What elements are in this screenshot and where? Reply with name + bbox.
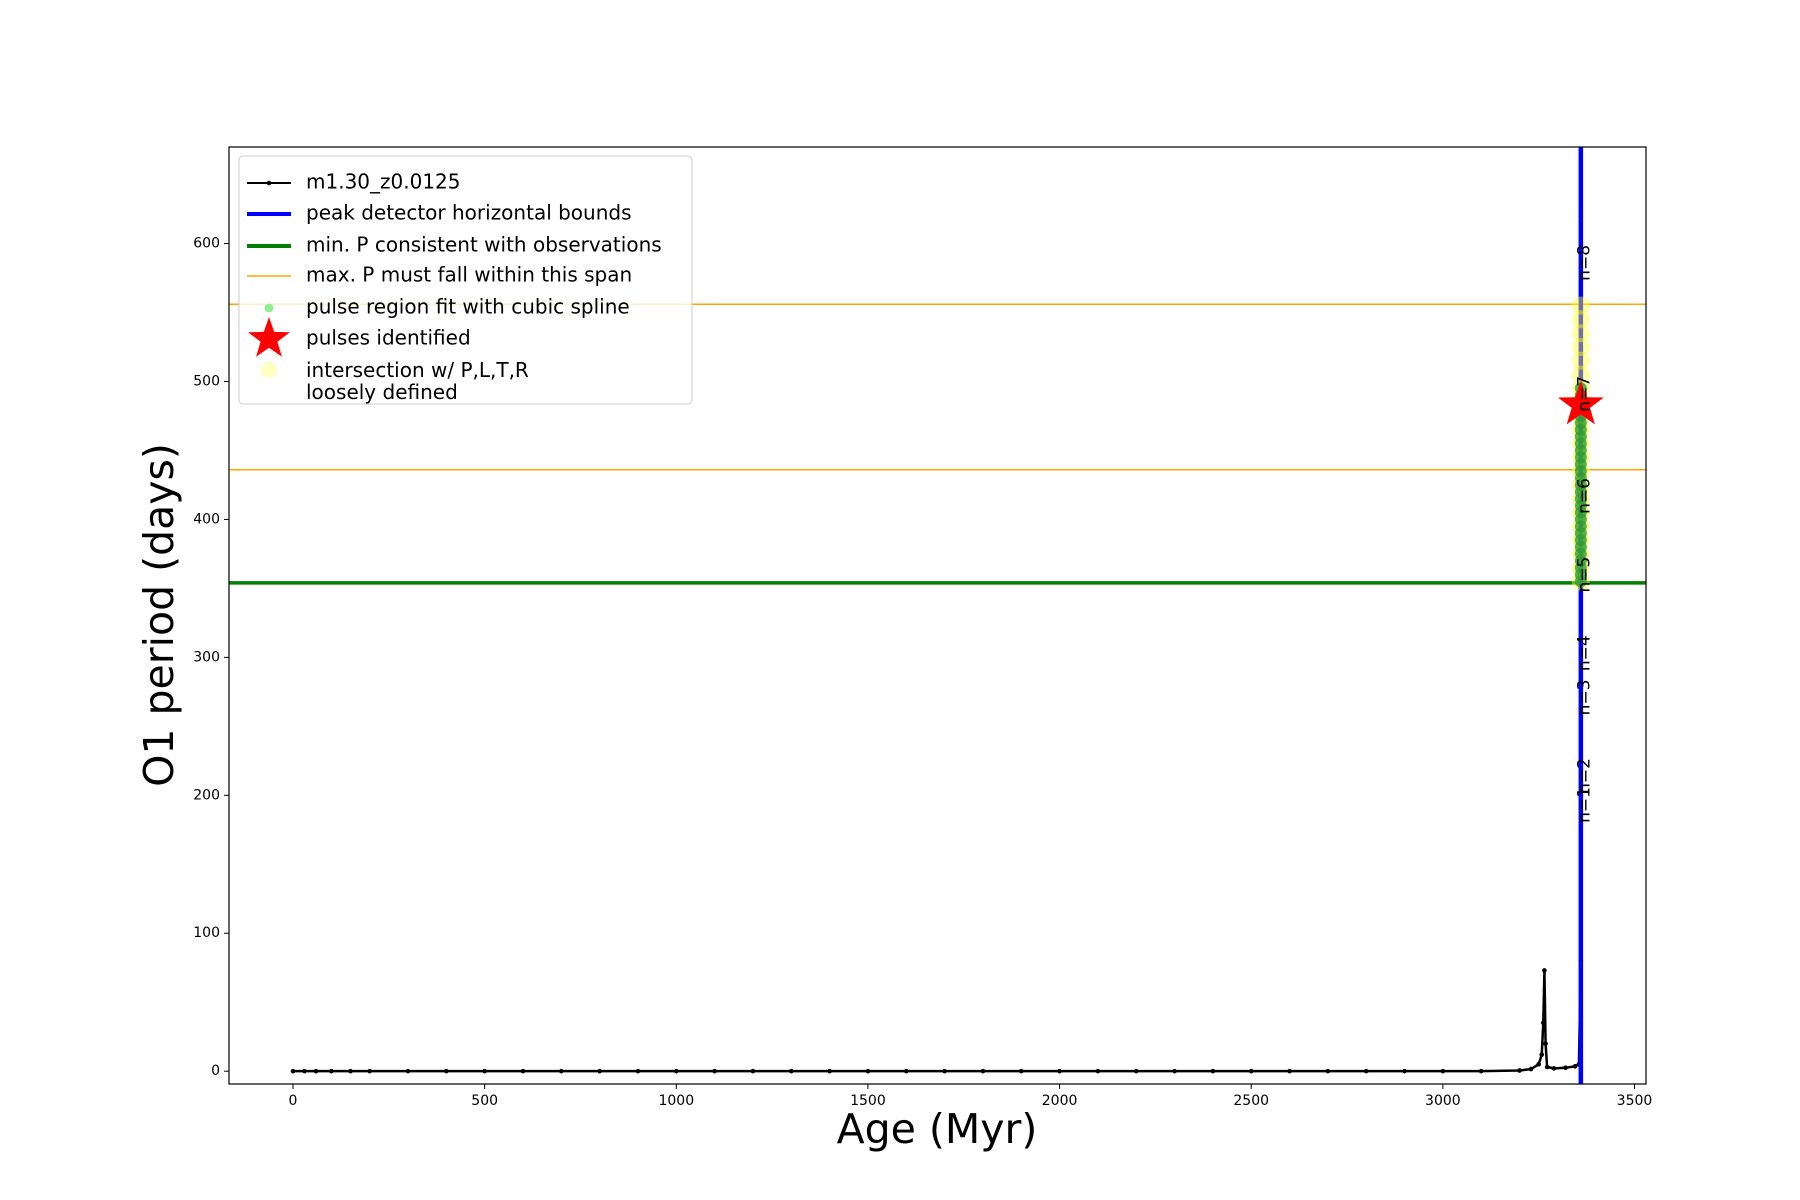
halo-point <box>1571 338 1590 357</box>
annotation: n=1 <box>1575 787 1595 823</box>
data-point <box>788 1068 794 1074</box>
data-point <box>1210 1068 1216 1074</box>
data-point <box>980 1068 986 1074</box>
x-tick-label: 2000 <box>1042 1093 1078 1109</box>
data-point <box>865 1068 871 1074</box>
plot-frame <box>228 146 1647 1085</box>
data-point <box>520 1068 526 1074</box>
data-point <box>1172 1068 1177 1074</box>
data-point <box>1057 1068 1062 1074</box>
legend-label: pulse region fit with cubic spline <box>306 295 630 319</box>
y-axis-label: O1 period (days) <box>135 443 183 787</box>
data-point <box>313 1068 319 1074</box>
data-point <box>903 1068 909 1074</box>
data-point <box>1133 1068 1139 1074</box>
data-point <box>673 1068 679 1074</box>
legend-handle <box>261 362 277 378</box>
annotation: n=8 <box>1575 245 1595 281</box>
halo-point <box>1571 296 1590 315</box>
annotation: n=5 <box>1575 557 1595 593</box>
plot-area <box>229 147 1646 1084</box>
star-marker <box>1558 380 1604 425</box>
data-point <box>1095 1068 1101 1074</box>
legend-label: m1.30_z0.0125 <box>306 170 461 194</box>
halo-point <box>1571 310 1590 329</box>
legend-box <box>238 155 693 405</box>
data-point <box>1572 1064 1578 1069</box>
data-point <box>1543 1041 1548 1046</box>
data-point <box>329 1068 334 1074</box>
x-tick-label: 0 <box>289 1093 298 1109</box>
legend-label: max. P must fall within this span <box>306 263 632 287</box>
data-point <box>348 1068 353 1074</box>
x-tick-label: 1500 <box>850 1093 886 1109</box>
data-point <box>1287 1068 1292 1074</box>
annotation: n=3 <box>1575 679 1595 715</box>
data-point <box>1440 1068 1446 1074</box>
annotation: n=6 <box>1575 478 1595 514</box>
data-point <box>635 1068 641 1074</box>
legend-label: intersection w/ P,L,T,R loosely defined <box>306 358 529 404</box>
data-point <box>1402 1068 1407 1074</box>
legend-handle <box>264 303 274 313</box>
y-tick-label: 100 <box>193 925 220 941</box>
halo-point <box>1571 365 1590 384</box>
data-point <box>559 1068 564 1074</box>
data-point <box>302 1068 307 1074</box>
data-point <box>1528 1066 1534 1072</box>
annotation: n=2 <box>1575 758 1595 794</box>
x-tick-label: 500 <box>471 1093 498 1109</box>
data-point <box>1563 1065 1568 1071</box>
y-tick-label: 600 <box>193 236 220 252</box>
data-point <box>942 1068 947 1074</box>
y-tick-label: 400 <box>193 511 220 527</box>
data-point <box>1539 1052 1545 1057</box>
data-point <box>1363 1068 1369 1074</box>
data-point <box>750 1068 756 1074</box>
x-tick-label: 1000 <box>658 1093 694 1109</box>
data-point <box>1536 1061 1541 1067</box>
x-tick-label: 3500 <box>1617 1093 1653 1109</box>
data-point <box>1542 968 1547 973</box>
y-tick-label: 500 <box>193 373 220 389</box>
annotation: n=7 <box>1575 376 1595 412</box>
data-line <box>293 215 1583 1073</box>
data-point <box>1248 1068 1254 1074</box>
legend-label: min. P consistent with observations <box>306 233 662 257</box>
data-point <box>597 1068 602 1074</box>
data-point <box>482 1068 487 1074</box>
x-tick-label: 3000 <box>1425 1093 1461 1109</box>
y-tick-label: 200 <box>193 787 220 803</box>
data-point <box>1544 1064 1550 1070</box>
annotation: n=4 <box>1575 635 1595 671</box>
data-point <box>367 1068 372 1074</box>
data-point <box>827 1068 832 1074</box>
data-point <box>405 1068 411 1074</box>
data-point <box>1540 1020 1546 1026</box>
x-axis-label: Age (Myr) <box>837 1105 1038 1153</box>
data-point <box>712 1068 717 1074</box>
y-tick-label: 300 <box>193 649 220 665</box>
data-point <box>290 1068 296 1074</box>
x-tick-label: 2500 <box>1233 1093 1269 1109</box>
data-point <box>1517 1068 1522 1073</box>
halo-point <box>1571 351 1590 370</box>
legend-handle <box>248 317 290 357</box>
data-point <box>1018 1068 1024 1074</box>
data-point <box>444 1068 449 1074</box>
data-point <box>1551 1066 1557 1071</box>
legend-label: peak detector horizontal bounds <box>306 201 632 225</box>
y-tick-label: 0 <box>211 1063 220 1079</box>
data-point <box>1478 1068 1484 1074</box>
legend-label: pulses identified <box>306 326 471 350</box>
halo-point <box>1571 324 1590 343</box>
data-point <box>1325 1068 1331 1074</box>
legend-handle <box>266 180 272 186</box>
